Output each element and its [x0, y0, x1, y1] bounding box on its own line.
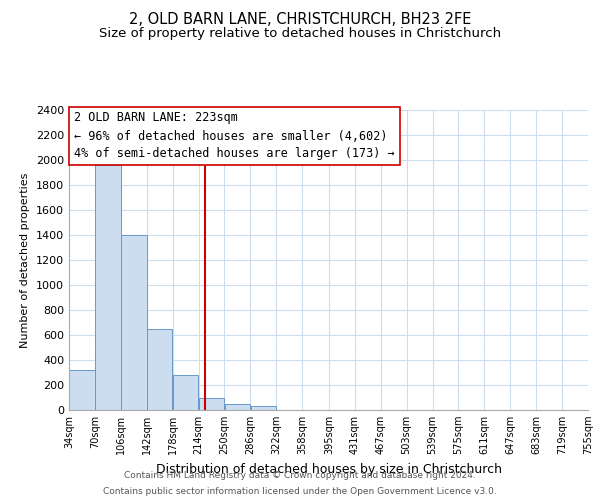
- Bar: [69, 370, 95, 410]
- Bar: [251, 406, 276, 410]
- Text: Contains public sector information licensed under the Open Government Licence v3: Contains public sector information licen…: [103, 486, 497, 496]
- Bar: [95, 165, 121, 410]
- Bar: [199, 398, 224, 410]
- Text: 2 OLD BARN LANE: 223sqm
← 96% of detached houses are smaller (4,602)
4% of semi-: 2 OLD BARN LANE: 223sqm ← 96% of detache…: [74, 112, 395, 160]
- Bar: [224, 404, 250, 410]
- X-axis label: Distribution of detached houses by size in Christchurch: Distribution of detached houses by size …: [155, 462, 502, 475]
- Text: Contains HM Land Registry data © Crown copyright and database right 2024.: Contains HM Land Registry data © Crown c…: [124, 472, 476, 480]
- Bar: [121, 235, 146, 410]
- Bar: [173, 375, 199, 410]
- Text: 2, OLD BARN LANE, CHRISTCHURCH, BH23 2FE: 2, OLD BARN LANE, CHRISTCHURCH, BH23 2FE: [129, 12, 471, 28]
- Bar: [147, 330, 172, 410]
- Y-axis label: Number of detached properties: Number of detached properties: [20, 172, 31, 348]
- Text: Size of property relative to detached houses in Christchurch: Size of property relative to detached ho…: [99, 28, 501, 40]
